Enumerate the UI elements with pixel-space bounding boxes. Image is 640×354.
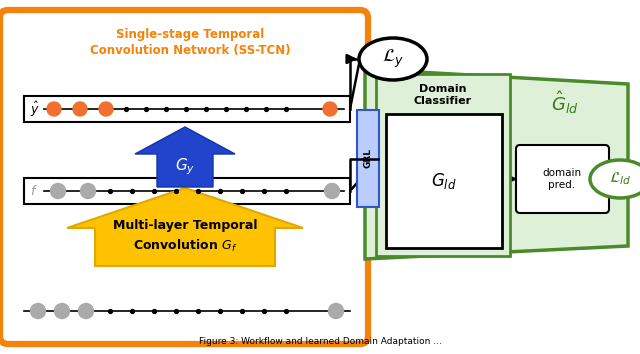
Circle shape [324,183,339,199]
FancyBboxPatch shape [357,110,379,207]
FancyBboxPatch shape [386,114,502,248]
Circle shape [79,303,93,319]
Text: $G_{ld}$: $G_{ld}$ [431,171,457,191]
Polygon shape [135,127,235,187]
Circle shape [51,183,65,199]
Circle shape [81,183,95,199]
Text: Multi-layer Temporal: Multi-layer Temporal [113,219,257,233]
Text: $\mathcal{L}_{ld}$: $\mathcal{L}_{ld}$ [609,171,631,187]
Circle shape [31,303,45,319]
FancyBboxPatch shape [24,178,350,204]
Text: Convolution $G_f$: Convolution $G_f$ [132,238,237,254]
Text: $\hat{G}_{ld}$: $\hat{G}_{ld}$ [551,89,579,116]
Text: Domain
Classifier: Domain Classifier [414,84,472,105]
Text: $\mathcal{L}_y$: $\mathcal{L}_y$ [382,48,404,70]
Circle shape [73,102,87,116]
Circle shape [328,303,344,319]
Circle shape [47,102,61,116]
Polygon shape [365,69,628,259]
Text: Figure 3: Workflow and learned Domain Adaptation ...: Figure 3: Workflow and learned Domain Ad… [198,337,442,346]
Circle shape [323,102,337,116]
FancyBboxPatch shape [0,10,368,344]
Polygon shape [67,188,303,266]
Text: $\hat{y}$: $\hat{y}$ [30,99,40,119]
Circle shape [54,303,70,319]
FancyBboxPatch shape [24,96,350,122]
Text: $f$: $f$ [30,184,38,198]
Ellipse shape [359,38,427,80]
Text: $G_y$: $G_y$ [175,157,195,177]
FancyBboxPatch shape [376,74,510,256]
Circle shape [99,102,113,116]
Text: GRL: GRL [364,148,372,169]
Text: domain
pred.: domain pred. [543,168,582,190]
Text: Single-stage Temporal
Convolution Network (SS-TCN): Single-stage Temporal Convolution Networ… [90,28,291,57]
FancyBboxPatch shape [516,145,609,213]
Ellipse shape [590,160,640,198]
